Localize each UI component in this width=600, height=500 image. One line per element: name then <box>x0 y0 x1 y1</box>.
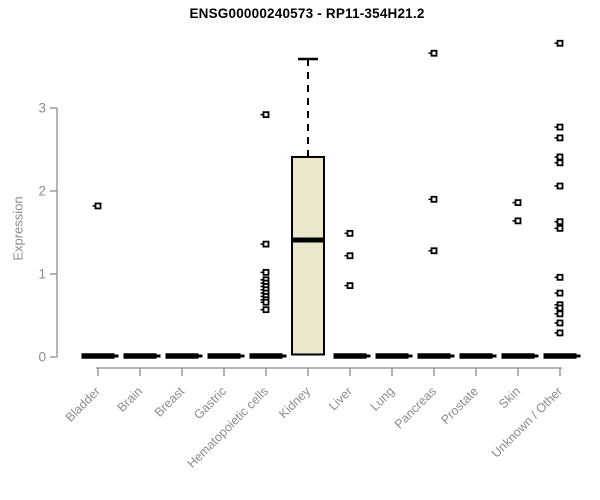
category-label: Bladder <box>63 384 103 424</box>
outlier-point <box>346 282 354 290</box>
zero-bar-cap <box>408 354 413 358</box>
outlier-point <box>430 195 438 203</box>
zero-bar <box>417 353 451 359</box>
zero-bar-cap <box>198 354 203 358</box>
category-label: Prostate <box>438 384 481 427</box>
outlier-point <box>262 240 270 248</box>
outlier-point <box>556 289 564 297</box>
y-tick-label: 3 <box>38 101 46 116</box>
outlier-point <box>556 304 564 312</box>
zero-bar <box>459 353 493 359</box>
outlier-point <box>430 49 438 57</box>
outlier-point <box>262 298 270 306</box>
outlier-point <box>514 217 522 225</box>
category-label: Lung <box>368 384 398 414</box>
category-label: Hematopoietic cells <box>185 384 272 471</box>
category-label: Pancreas <box>392 384 439 431</box>
outlier-point <box>556 134 564 142</box>
zero-bar <box>81 353 115 359</box>
zero-bar-cap <box>534 354 539 358</box>
outlier-point <box>556 159 564 167</box>
zero-bar-cap <box>492 354 497 358</box>
category-label: Liver <box>326 384 355 413</box>
outlier-point <box>556 319 564 327</box>
outlier-point <box>346 229 354 237</box>
y-tick-label: 1 <box>38 267 46 282</box>
zero-bar-cap <box>366 354 371 358</box>
y-tick-label: 0 <box>38 350 46 365</box>
zero-bar-cap <box>156 354 161 358</box>
outlier-point <box>556 224 564 232</box>
outlier-point <box>556 273 564 281</box>
outlier-point <box>556 123 564 131</box>
outlier-point <box>556 182 564 190</box>
category-label: Skin <box>496 384 523 411</box>
outlier-point <box>262 306 270 314</box>
zero-bar <box>333 353 367 359</box>
zero-bar <box>543 353 577 359</box>
zero-bar-cap <box>450 354 455 358</box>
outlier-point <box>556 39 564 47</box>
category-label: Kidney <box>276 384 313 421</box>
zero-bar-cap <box>576 354 581 358</box>
zero-bar <box>501 353 535 359</box>
zero-bar-cap <box>240 354 245 358</box>
category-label: Brain <box>115 384 146 415</box>
outlier-point <box>514 199 522 207</box>
outlier-point <box>556 310 564 318</box>
outlier-point <box>556 329 564 337</box>
chart-title: ENSG00000240573 - RP11-354H21.2 <box>189 6 425 21</box>
zero-bar-cap <box>282 354 287 358</box>
outlier-point <box>262 111 270 119</box>
outlier-point <box>262 268 270 276</box>
category-label: Breast <box>152 384 188 420</box>
outlier-point <box>430 247 438 255</box>
category-label: Unknown / Other <box>489 384 565 460</box>
zero-bar <box>249 353 283 359</box>
outlier-point <box>94 202 102 210</box>
zero-bar <box>165 353 199 359</box>
zero-bar-cap <box>114 354 119 358</box>
zero-bar <box>375 353 409 359</box>
outlier-point <box>556 153 564 161</box>
zero-bar <box>123 353 157 359</box>
outlier-point <box>556 218 564 226</box>
y-tick-label: 2 <box>38 184 46 199</box>
category-label: Gastric <box>191 384 229 422</box>
outlier-point <box>346 252 354 260</box>
box-kidney <box>291 155 325 356</box>
zero-bar <box>207 353 241 359</box>
